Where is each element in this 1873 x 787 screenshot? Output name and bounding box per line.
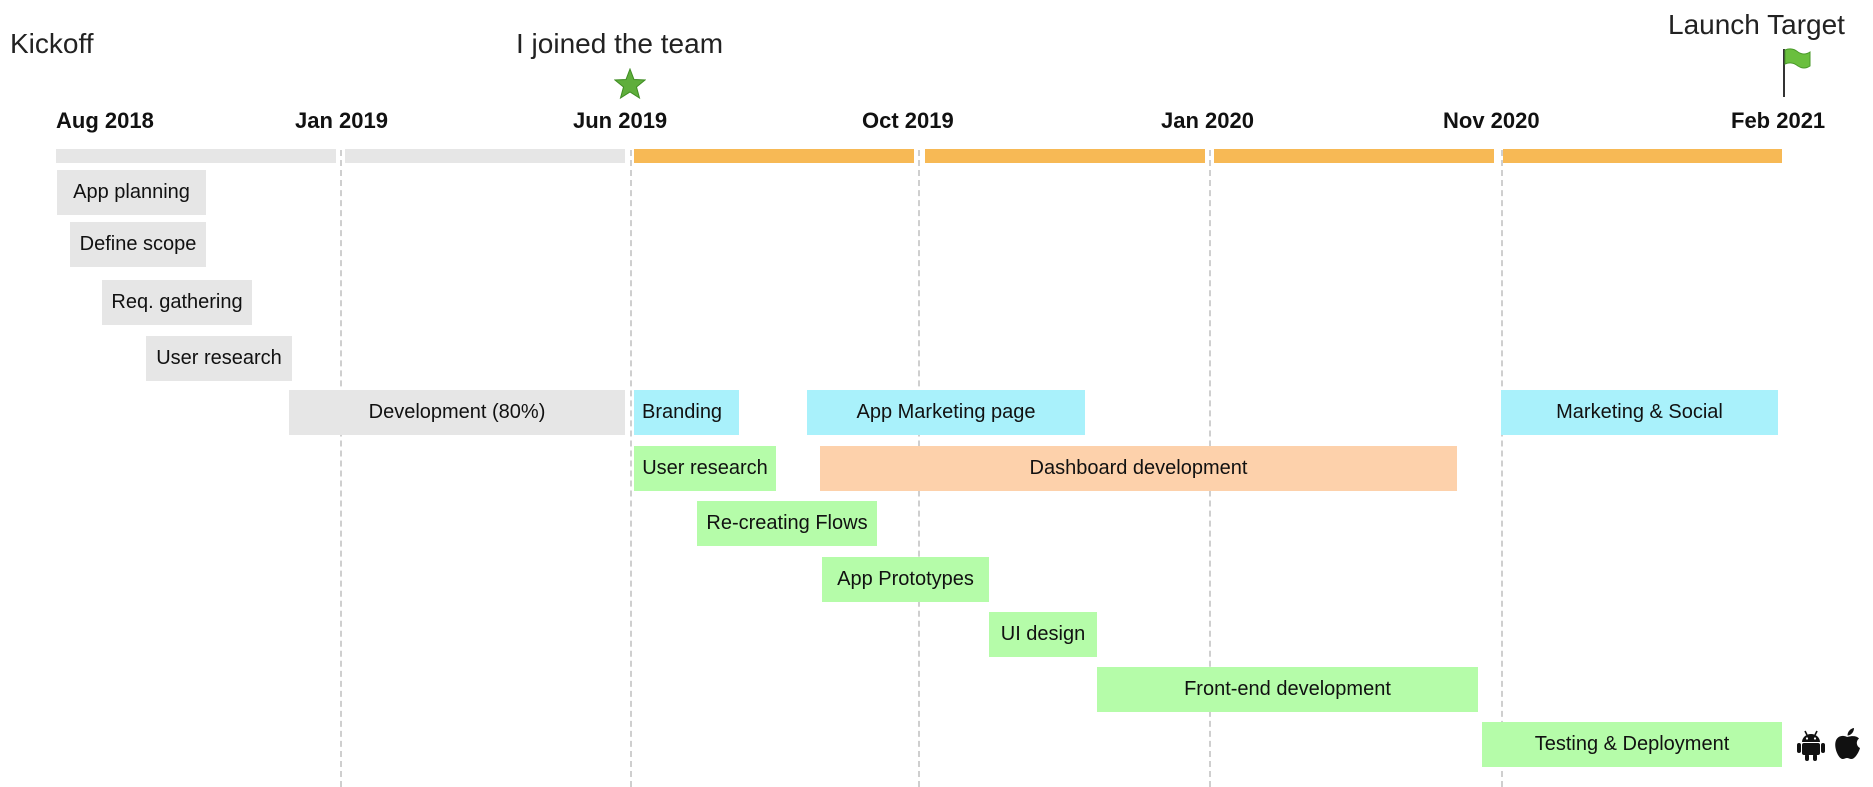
task-branding: Branding <box>634 390 739 435</box>
apple-icon <box>1835 728 1860 759</box>
task-app-planning: App planning <box>57 170 206 215</box>
task-req-gathering: Req. gathering <box>102 280 252 325</box>
date-label-feb-2021: Feb 2021 <box>1731 108 1826 133</box>
task-ui-design: UI design <box>989 612 1097 657</box>
date-label-oct-2019: Oct 2019 <box>862 108 954 133</box>
task-user-research-early: User research <box>146 336 292 381</box>
milestone-joined-team: I joined the team <box>516 28 724 59</box>
star-icon <box>614 68 646 100</box>
date-label-jan-2019: Jan 2019 <box>295 108 388 133</box>
date-label-jan-2020: Jan 2020 <box>1161 108 1254 133</box>
timeline-segment-active <box>925 149 1205 163</box>
date-label-aug-2018: Aug 2018 <box>56 108 154 133</box>
timeline-segment-past <box>56 149 336 163</box>
task-development: Development (80%) <box>289 390 625 435</box>
task-app-marketing-page: App Marketing page <box>807 390 1085 435</box>
timeline-segment-active <box>1503 149 1782 163</box>
gridline-jan-2019 <box>340 150 342 787</box>
task-dashboard-development: Dashboard development <box>820 446 1457 491</box>
timeline-segment-past <box>345 149 625 163</box>
gridline-jun-2019 <box>630 150 632 787</box>
task-define-scope: Define scope <box>70 222 206 267</box>
date-label-nov-2020: Nov 2020 <box>1443 108 1540 133</box>
date-label-jun-2019: Jun 2019 <box>573 108 668 133</box>
task-frontend-development: Front-end development <box>1097 667 1478 712</box>
timeline-segment-active <box>1214 149 1494 163</box>
flag-icon <box>1783 48 1811 97</box>
task-recreating-flows: Re-creating Flows <box>697 501 877 546</box>
milestone-launch-target: Launch Target <box>1668 9 1845 40</box>
gridline-nov-2020 <box>1501 150 1503 787</box>
task-user-research: User research <box>634 446 776 491</box>
task-marketing-social: Marketing & Social <box>1501 390 1778 435</box>
timeline-segment-active <box>634 149 914 163</box>
task-testing-deployment: Testing & Deployment <box>1482 722 1782 767</box>
android-icon <box>1797 730 1825 761</box>
task-app-prototypes: App Prototypes <box>822 557 989 602</box>
milestone-kickoff: Kickoff <box>10 28 94 59</box>
